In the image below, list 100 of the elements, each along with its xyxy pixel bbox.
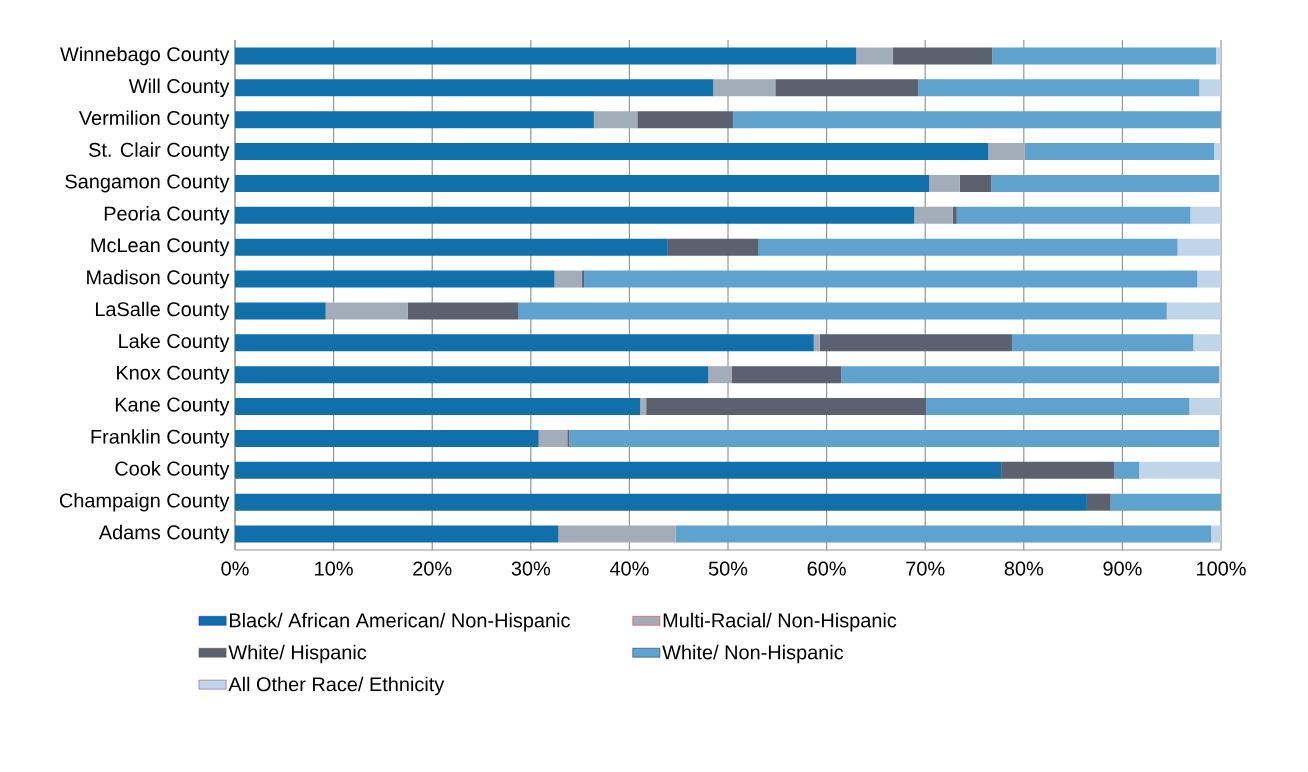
bar — [675, 525, 1212, 543]
bar — [637, 111, 733, 129]
y-tick-label: Cook County — [115, 461, 230, 480]
bar — [1011, 334, 1194, 352]
bar — [235, 398, 641, 416]
bar — [1086, 493, 1111, 511]
y-tick-label: Kane County — [115, 397, 230, 416]
bar — [1166, 302, 1222, 320]
bar — [1197, 270, 1222, 288]
y-tick-label: Lake County — [119, 333, 230, 353]
bar — [1177, 238, 1222, 256]
bar — [235, 429, 539, 447]
bar — [813, 334, 820, 352]
y-tick-label: Sangamon County — [65, 174, 230, 193]
bar — [819, 334, 1012, 352]
x-tick-label: 70% — [906, 561, 945, 576]
bar — [775, 79, 919, 97]
bar — [235, 238, 668, 256]
bar — [235, 47, 857, 65]
bar — [926, 398, 1190, 416]
x-tick-label: 50% — [708, 561, 748, 576]
bar — [708, 366, 732, 384]
bar — [235, 270, 555, 288]
y-tick-label: St. Clair County — [89, 142, 230, 161]
bar — [1189, 398, 1222, 416]
bar — [235, 461, 1002, 479]
bar — [235, 206, 915, 224]
bar — [558, 525, 676, 543]
y-tick-label: Will County — [128, 78, 230, 98]
bar — [1214, 143, 1222, 161]
bar — [856, 47, 893, 65]
bar — [646, 398, 927, 416]
y-tick-label: Winnebago County — [60, 46, 230, 66]
bar — [1110, 493, 1222, 511]
x-tick-label: 100% — [1197, 561, 1246, 576]
bar — [732, 111, 1222, 129]
x-tick-label: 90% — [1103, 561, 1142, 576]
y-tick-label: Franklin County — [91, 429, 230, 448]
y-tick-label: Adams County — [98, 524, 230, 544]
bar — [929, 174, 960, 192]
y-tick-label: Vermilion County — [78, 110, 230, 129]
bar — [325, 302, 408, 320]
bar — [988, 143, 1025, 161]
bar — [1211, 525, 1222, 543]
bar — [914, 206, 953, 224]
x-tick-label: 30% — [511, 561, 551, 576]
bar — [713, 79, 776, 97]
legend-label: All Other Race/ Ethnicity — [228, 676, 445, 696]
bar — [235, 493, 1087, 511]
y-tick-label: Peoria County — [104, 206, 230, 225]
legend-label: White/ Non-Hispanic — [662, 644, 844, 664]
bar — [1001, 461, 1115, 479]
bar — [235, 79, 714, 97]
y-tick-label: Champaign County — [59, 492, 230, 512]
bar — [235, 334, 814, 352]
bar — [758, 238, 1178, 256]
bar — [1024, 143, 1215, 161]
x-tick-label: 40% — [609, 561, 649, 576]
bar — [538, 429, 568, 447]
bar — [918, 79, 1200, 97]
bar — [959, 174, 992, 192]
bar — [407, 302, 518, 320]
bar — [731, 366, 842, 384]
x-tick-label: 20% — [413, 561, 452, 576]
legend-label: Multi-Racial/ Non-Hispanic — [663, 612, 897, 632]
bar — [992, 47, 1217, 65]
bar — [554, 270, 583, 288]
bar — [1114, 461, 1140, 479]
bar — [593, 111, 638, 129]
y-tick-label: Madison County — [87, 269, 230, 289]
x-tick-label: 80% — [1004, 561, 1044, 576]
bar — [235, 174, 930, 192]
bar — [235, 143, 989, 161]
bar — [892, 47, 993, 65]
y-tick-label: McLean County — [91, 238, 230, 257]
bar — [517, 302, 1167, 320]
legend-label: Black/ African American/ Non-Hispanic — [230, 612, 570, 632]
bar — [1139, 461, 1222, 479]
bar — [841, 366, 1220, 384]
bar — [1193, 334, 1222, 352]
bar — [956, 206, 1191, 224]
bar — [235, 111, 594, 129]
x-tick-label: 0% — [221, 561, 249, 576]
bar — [235, 525, 559, 543]
bar — [235, 366, 709, 384]
bar — [569, 429, 1220, 447]
bar — [1190, 206, 1222, 224]
y-tick-label: LaSalle County — [95, 301, 230, 321]
bar — [667, 238, 759, 256]
x-tick-label: 10% — [315, 561, 353, 576]
bar — [584, 270, 1198, 288]
bar — [991, 174, 1220, 192]
y-tick-label: Knox County — [117, 365, 230, 384]
x-tick-label: 60% — [807, 561, 846, 576]
bar — [1216, 47, 1222, 65]
bar — [952, 206, 957, 224]
bar — [1199, 79, 1222, 97]
legend-label: White/ Hispanic — [228, 644, 367, 664]
bar — [235, 302, 326, 320]
bar — [640, 398, 647, 416]
